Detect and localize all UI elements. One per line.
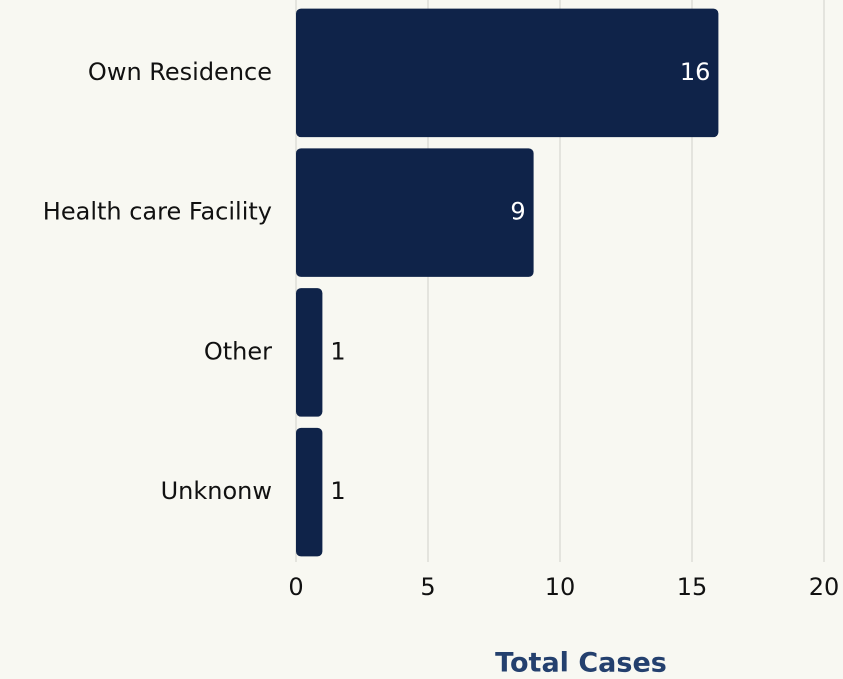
value-label: 9	[510, 198, 525, 226]
bar	[296, 288, 323, 417]
y-tick-label: Unknonw	[161, 477, 272, 505]
value-label: 16	[680, 58, 711, 86]
y-tick-label: Other	[204, 337, 272, 365]
x-tick-label: 10	[545, 573, 576, 601]
bar	[296, 148, 534, 277]
x-tick-label: 20	[809, 573, 840, 601]
bar	[296, 427, 323, 557]
value-label: 1	[330, 337, 345, 365]
y-tick-label: Own Residence	[88, 58, 272, 86]
bar	[296, 8, 719, 138]
x-tick-label: 5	[420, 573, 435, 601]
y-tick-label: Health care Facility	[43, 198, 272, 226]
value-label: 1	[330, 477, 345, 505]
x-axis-title: Total Cases	[495, 648, 667, 679]
x-tick-label: 0	[288, 573, 303, 601]
x-tick-label: 15	[677, 573, 708, 601]
